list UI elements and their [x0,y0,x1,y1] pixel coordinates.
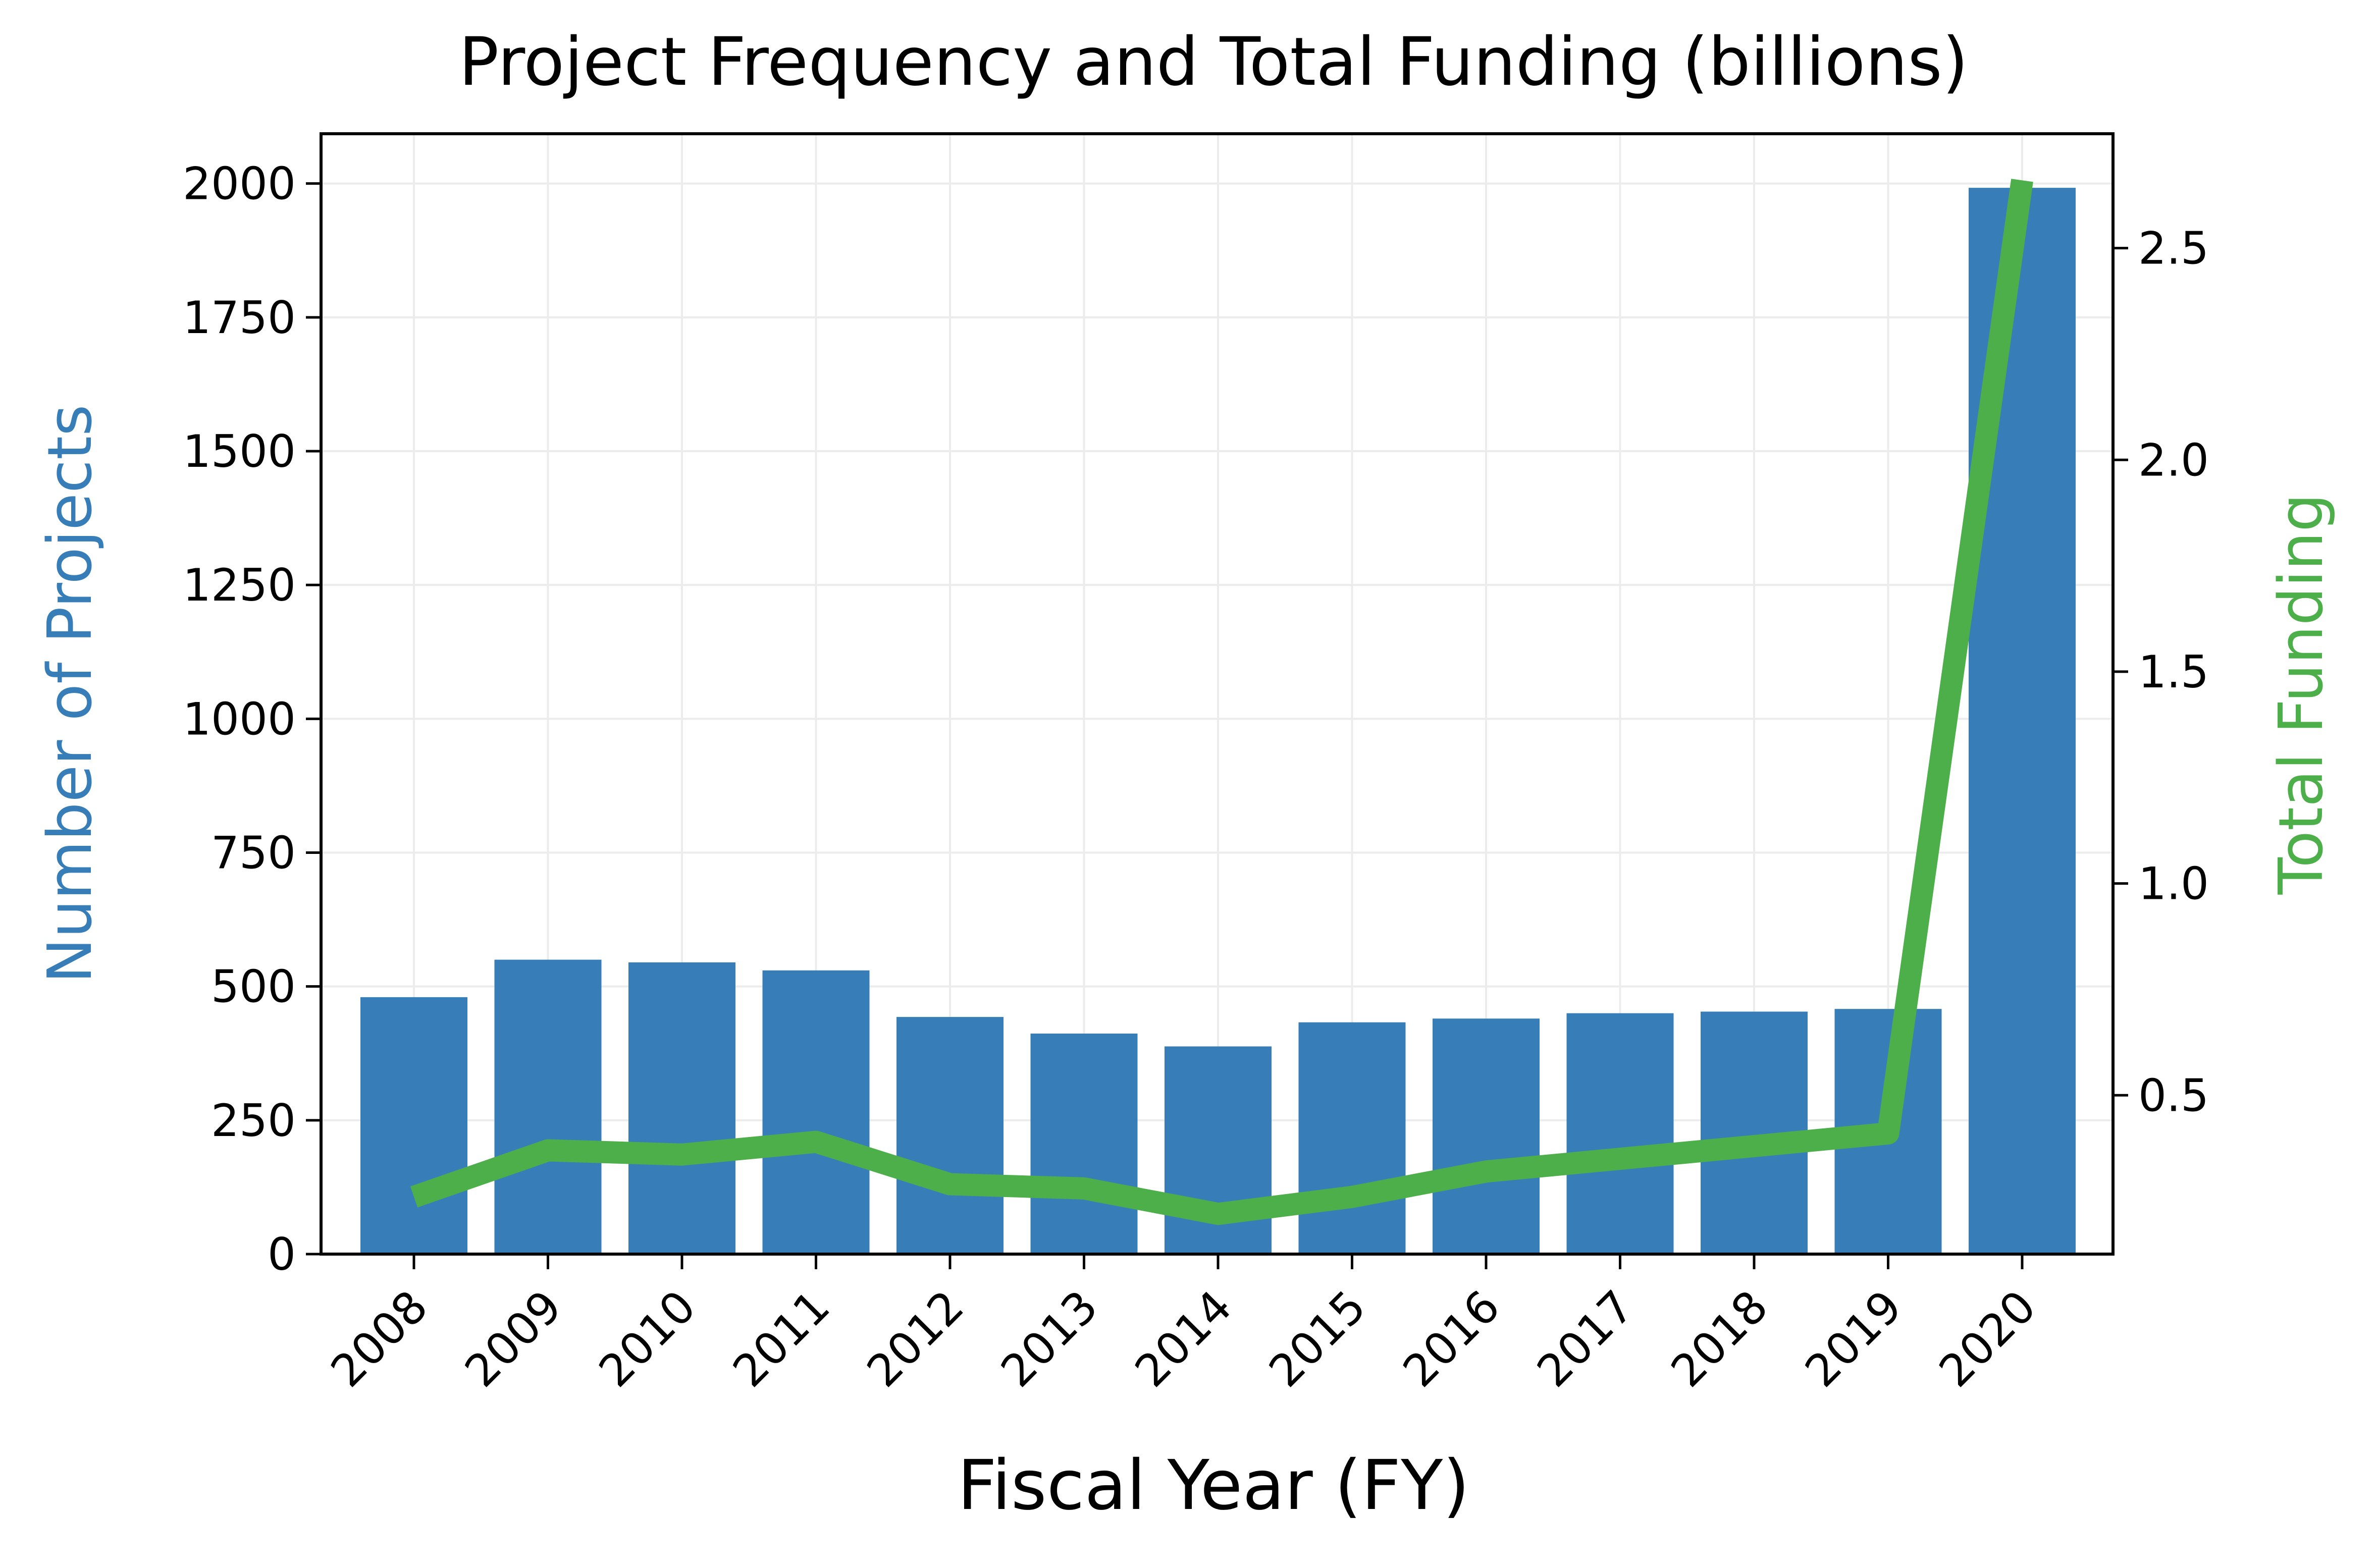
y2-tick-label: 2.0 [2138,434,2209,486]
bar [762,970,870,1254]
y-tick-label: 0 [268,1228,296,1280]
y-tick-label: 2000 [183,158,296,210]
bar [1298,1022,1406,1254]
y2-tick-label: 1.0 [2138,858,2209,910]
y-tick-label: 1500 [183,425,296,477]
y2-tick-label: 1.5 [2138,646,2209,698]
left-axis-ticks: 0 250 500 750 1000 1250 1500 1750 2000 [183,158,321,1280]
bar [628,962,735,1254]
left-axis-label: Number of Projects [35,404,105,983]
line-series [410,179,2033,1225]
right-axis-ticks: 0.5 1.0 1.5 2.0 2.5 [2113,223,2209,1121]
y-tick-label: 250 [211,1095,296,1147]
chart-title: Project Frequency and Total Funding (bil… [459,23,1969,101]
y2-tick-label: 0.5 [2138,1069,2209,1121]
y-tick-label: 1750 [183,292,296,344]
funding-line [410,179,2033,1225]
right-axis-label: Total Funding [2266,494,2337,895]
bar [494,959,602,1254]
y2-tick-label: 2.5 [2138,223,2209,275]
y-tick-label: 500 [211,961,296,1013]
bar [1030,1034,1138,1254]
x-axis-label: Fiscal Year (FY) [958,1446,1470,1526]
bar [896,1017,1004,1254]
bar [1566,1013,1674,1254]
y-tick-label: 1250 [183,559,296,611]
y-tick-label: 1000 [183,693,296,745]
y-tick-label: 750 [211,827,296,879]
bar [1969,188,2076,1255]
bar [1433,1018,1540,1254]
bar [360,997,467,1254]
